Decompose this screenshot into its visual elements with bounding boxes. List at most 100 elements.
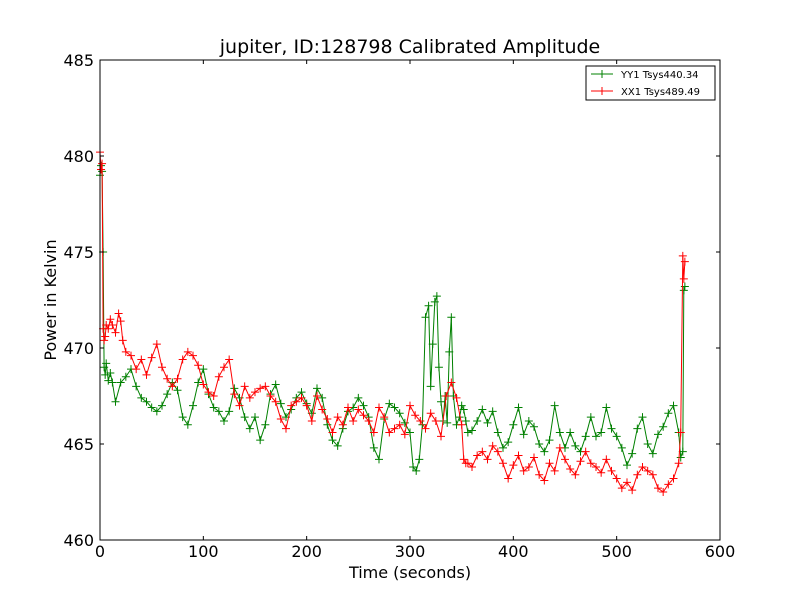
y-axis-label: Power in Kelvin: [41, 239, 60, 360]
data-point: [225, 407, 234, 416]
data-point: [545, 436, 554, 445]
data-point: [390, 403, 399, 412]
data-point: [98, 159, 107, 168]
data-point: [375, 455, 383, 464]
data-point: [266, 392, 275, 400]
data-point: [607, 466, 616, 475]
data-point: [313, 392, 321, 400]
y-tick-label: 475: [63, 243, 94, 262]
data-point: [566, 428, 575, 437]
data-point: [276, 399, 285, 408]
data-point: [390, 424, 399, 433]
data-point: [400, 418, 409, 427]
data-point: [116, 317, 125, 326]
legend-marker-xx1: [598, 87, 606, 95]
data-point: [468, 463, 476, 472]
data-point: [416, 416, 425, 425]
data-point: [349, 416, 358, 425]
data-point: [369, 443, 378, 452]
data-point: [473, 451, 482, 460]
data-point: [581, 447, 590, 456]
data-point: [617, 484, 626, 493]
x-tick-label: 100: [188, 542, 219, 561]
data-point: [654, 484, 662, 493]
data-point: [199, 380, 208, 389]
data-point: [447, 313, 456, 322]
data-point: [183, 347, 192, 356]
data-point: [214, 407, 223, 416]
data-point: [431, 416, 440, 425]
data-point: [415, 455, 424, 464]
data-point: [504, 474, 513, 483]
data-point: [137, 393, 146, 402]
data-point: [333, 441, 342, 450]
data-point: [137, 355, 146, 364]
data-point: [530, 453, 538, 462]
data-point: [664, 480, 673, 489]
data-point: [411, 411, 420, 420]
data-point: [158, 401, 166, 410]
data-point: [555, 428, 564, 437]
x-axis-label: Time (seconds): [348, 563, 471, 582]
legend-label-xx1: XX1 Tsys489.49: [621, 87, 700, 98]
data-point: [251, 413, 259, 422]
data-point: [659, 488, 668, 496]
data-point: [142, 397, 151, 406]
data-point: [628, 449, 637, 458]
data-point: [111, 397, 120, 406]
data-point: [302, 401, 311, 410]
data-point: [127, 351, 135, 360]
data-point: [147, 353, 156, 362]
data-point: [524, 416, 533, 425]
data-point: [514, 403, 523, 412]
data-point: [276, 415, 285, 424]
data-point: [364, 416, 373, 425]
data-point: [158, 363, 166, 372]
data-point: [189, 401, 197, 410]
data-point: [680, 257, 689, 266]
data-point: [669, 401, 678, 410]
data-point: [121, 347, 130, 356]
data-point: [550, 466, 559, 475]
data-point: [514, 451, 523, 460]
data-point: [412, 466, 421, 475]
data-point: [524, 463, 533, 472]
data-point: [426, 409, 435, 418]
data-point: [292, 397, 301, 406]
legend-label-yy1: YY1 Tsys440.34: [620, 70, 699, 81]
data-point: [457, 401, 466, 410]
data-point: [452, 393, 461, 402]
data-point: [638, 463, 647, 472]
data-point: [261, 420, 270, 429]
data-point: [104, 324, 113, 333]
data-point: [468, 426, 476, 435]
data-point: [101, 332, 110, 341]
data-point: [104, 376, 113, 385]
data-point: [220, 416, 228, 425]
data-point: [602, 455, 611, 464]
data-point: [504, 438, 513, 447]
data-point: [328, 428, 337, 437]
data-point: [114, 309, 123, 318]
data-point: [561, 455, 569, 464]
data-point: [676, 428, 685, 437]
data-point: [457, 420, 466, 429]
data-point: [493, 428, 502, 437]
data-point: [108, 320, 117, 329]
data-point: [571, 470, 580, 479]
data-point: [359, 401, 368, 410]
data-point: [271, 397, 280, 406]
data-point: [633, 424, 642, 433]
data-point: [106, 315, 115, 324]
data-point: [571, 441, 580, 450]
series-0: [96, 161, 689, 475]
data-point: [395, 409, 404, 418]
data-point: [220, 363, 228, 372]
data-point: [173, 374, 182, 383]
legend-box: [585, 65, 716, 101]
data-point: [313, 384, 321, 393]
data-point: [245, 424, 254, 433]
data-point: [443, 418, 452, 427]
data-point: [648, 470, 657, 479]
data-point: [380, 413, 389, 422]
